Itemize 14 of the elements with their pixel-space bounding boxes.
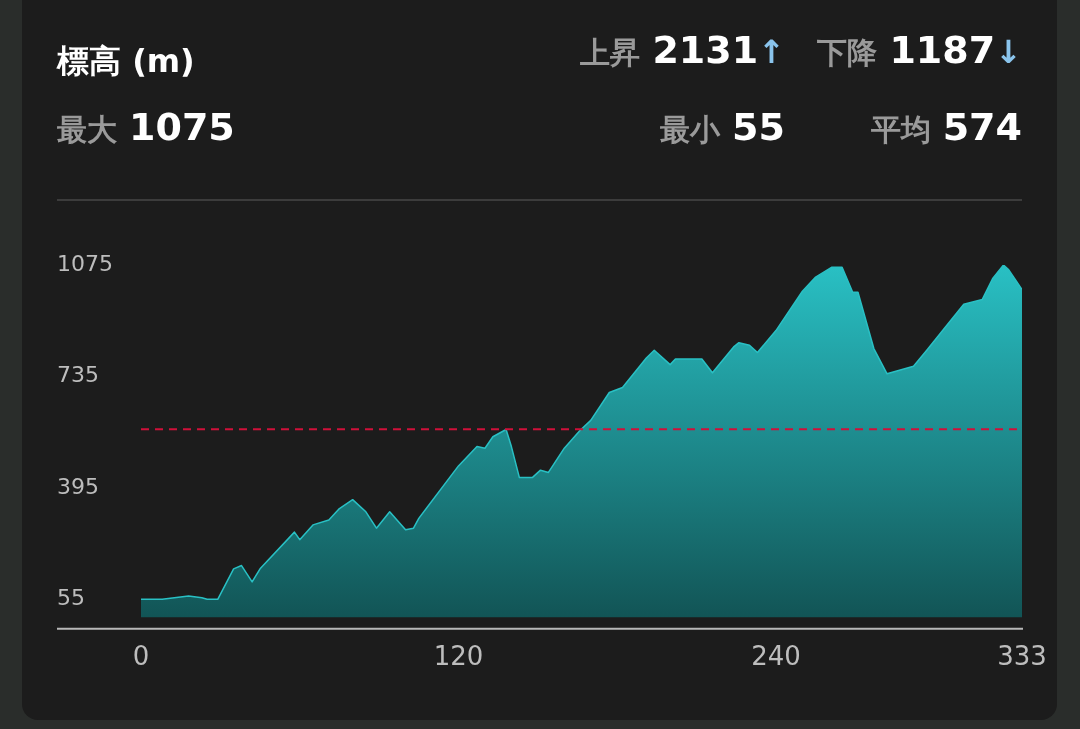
text: 上昇 2131↑ [580,28,785,72]
y-tick-label: 55 [57,585,85,611]
chart-title: 標高 (m) [57,41,195,82]
text: 下降 1187↓ [817,28,1022,72]
text: 最小 55 [660,105,785,149]
text: 平均 574 [870,105,1022,149]
text: 最大 1075 [57,105,235,149]
x-tick-label: 240 [751,641,801,672]
x-tick-label: 0 [132,641,150,672]
y-tick-label: 395 [57,473,99,499]
y-tick-label: 1075 [57,250,113,276]
x-tick-label: 333 [997,641,1047,672]
x-tick-label: 120 [433,641,484,672]
y-tick-label: 735 [57,362,99,388]
